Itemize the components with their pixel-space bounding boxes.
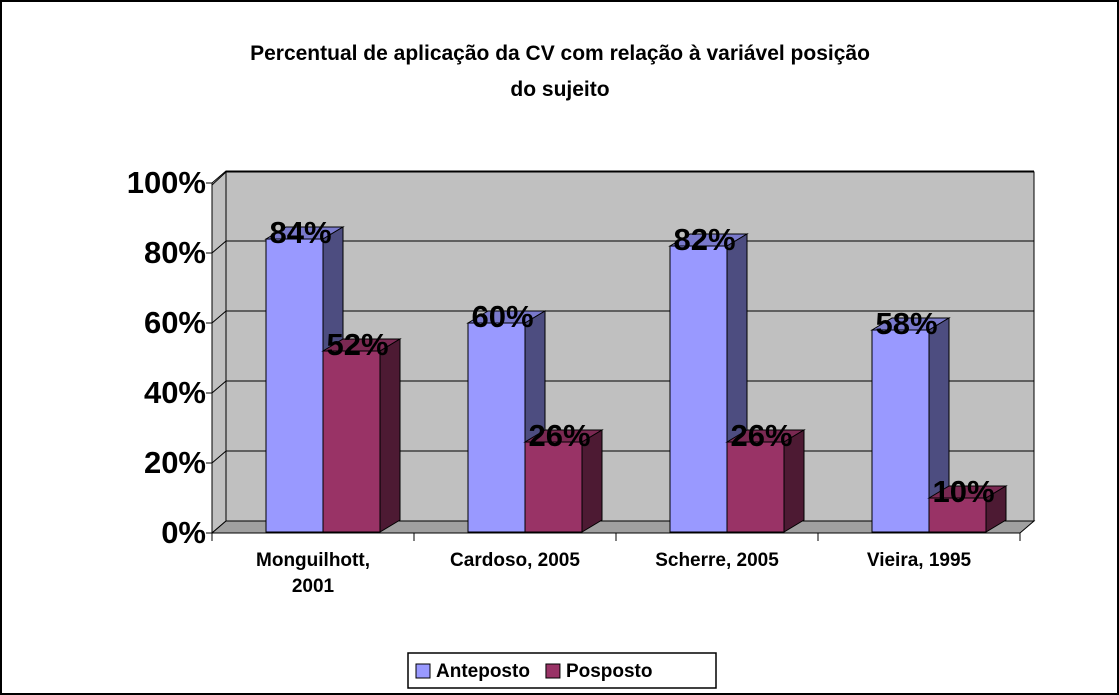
bar-side: [985, 485, 1007, 533]
x-tick-label: Scherre, 2005: [655, 550, 779, 571]
bar: [322, 350, 381, 533]
bar: [524, 441, 583, 533]
chart-title: Percentual de aplicação da CV com relaçã…: [250, 42, 870, 101]
value-label: 26%: [730, 418, 792, 453]
value-label: 26%: [528, 418, 590, 453]
legend-label: Posposto: [566, 661, 653, 682]
bar: [467, 322, 526, 533]
y-tick-label: 80%: [144, 235, 206, 270]
y-tick-label: 100%: [127, 165, 206, 200]
y-tick-label: 40%: [144, 375, 206, 410]
bar: [871, 329, 930, 533]
bar-side: [581, 429, 603, 533]
bar: [265, 238, 324, 533]
bar: [726, 441, 785, 533]
value-label: 58%: [875, 306, 937, 341]
bar-side: [783, 429, 805, 533]
bar-side: [379, 338, 401, 533]
legend-label: Anteposto: [436, 661, 530, 682]
value-label: 60%: [471, 299, 533, 334]
bar: [669, 245, 728, 533]
x-tick-label: Vieira, 1995: [866, 550, 972, 571]
grid-line: [211, 170, 1034, 184]
value-label: 84%: [269, 215, 331, 250]
legend-swatch: [415, 663, 431, 679]
grid-line: [211, 310, 1034, 324]
side-wall: [211, 170, 227, 535]
grid-line: [211, 380, 1034, 394]
legend-box: [407, 652, 717, 689]
x-tick-label: Monguilhott, 2001: [256, 550, 370, 597]
value-label: 82%: [673, 222, 735, 257]
grid-line: [211, 240, 1034, 254]
value-label: 52%: [326, 327, 388, 362]
y-tick-label: 20%: [144, 445, 206, 480]
y-tick-label: 60%: [144, 305, 206, 340]
x-tick-label: Cardoso, 2005: [450, 550, 580, 571]
y-tick-label: 0%: [161, 515, 206, 550]
legend-swatch: [545, 663, 561, 679]
value-label: 10%: [932, 474, 994, 509]
